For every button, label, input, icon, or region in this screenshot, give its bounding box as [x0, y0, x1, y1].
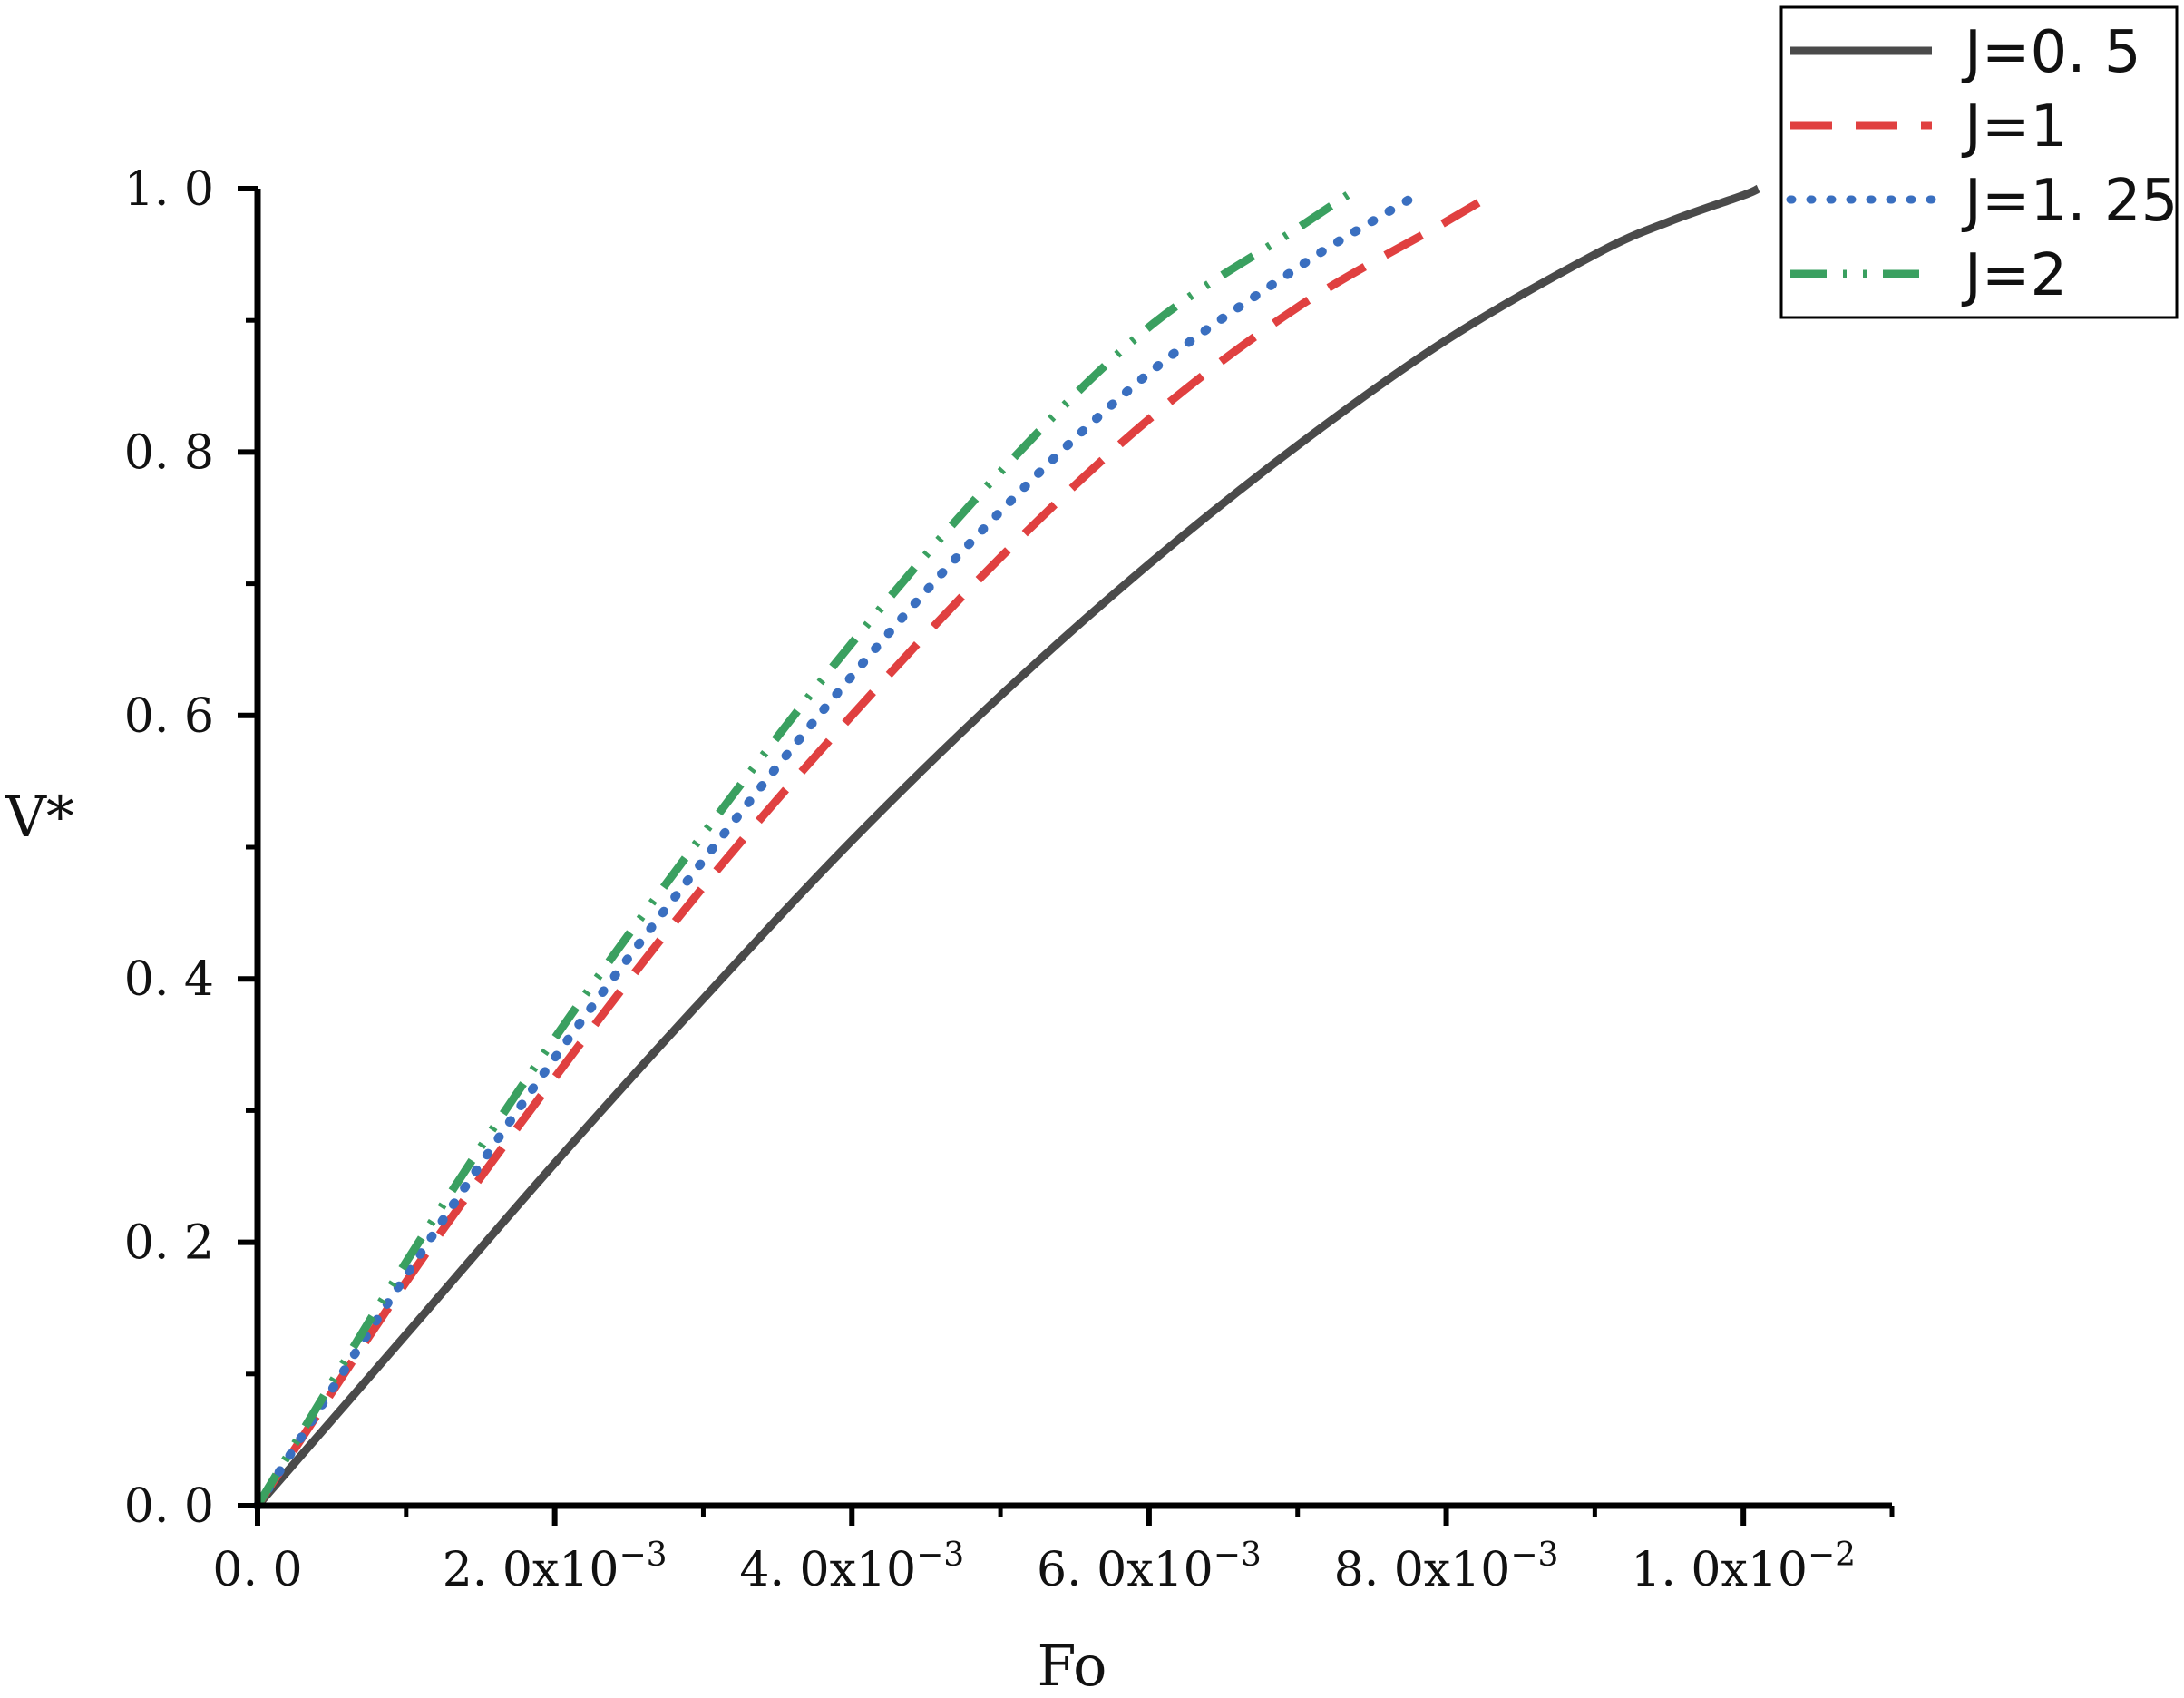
legend-label-1: J=0. 5 — [1961, 19, 2141, 86]
y-tick-label: 0. 8 — [124, 425, 214, 480]
axes: 0. 0 2. 0x10−3 4. 0x10−3 6. 0x10−3 8. 0x10−3… — [124, 162, 1895, 1597]
x-tick-mantissa: 4. 0x10 — [739, 1543, 916, 1597]
legend-frame — [1779, 5, 2179, 319]
y-tick-label: 1. 0 — [124, 162, 214, 217]
x-tick-mantissa: 1. 0x10 — [1631, 1543, 1808, 1597]
x-tick-label: 1. 0x10−2 — [1631, 1537, 1856, 1597]
series-line-2 — [254, 191, 1493, 1508]
series-group — [253, 184, 1760, 1510]
series-line-1 — [254, 184, 1760, 1508]
x-axis-title: Fo — [1038, 1633, 1107, 1698]
x-tick-label: 8. 0x10−3 — [1334, 1537, 1559, 1597]
series-line-3 — [253, 190, 1421, 1510]
x-ticks: 0. 0 2. 0x10−3 4. 0x10−3 6. 0x10−3 8. 0x10−3… — [212, 1506, 1895, 1597]
x-tick-exponent: −3 — [619, 1537, 667, 1574]
legend-items: J=0. 5 J=1 J=1. 25 J=2 — [1786, 19, 2178, 309]
x-tick-label: 2. 0x10−3 — [443, 1537, 668, 1597]
y-tick-label: 0. 0 — [124, 1479, 214, 1534]
x-tick-exponent: −2 — [1808, 1537, 1856, 1574]
x-tick-label: 4. 0x10−3 — [739, 1537, 964, 1597]
legend-label-4: J=2 — [1961, 242, 2067, 309]
x-tick-exponent: −3 — [1214, 1537, 1262, 1574]
x-tick-mantissa: 0. 0 — [212, 1543, 302, 1597]
x-tick-mantissa: 6. 0x10 — [1037, 1543, 1214, 1597]
legend-label-3: J=1. 25 — [1961, 168, 2178, 235]
x-tick-exponent: −3 — [1510, 1537, 1558, 1574]
y-tick-label: 0. 6 — [124, 689, 214, 744]
y-tick-label: 0. 2 — [124, 1216, 214, 1271]
x-tick-label: 6. 0x10−3 — [1037, 1537, 1262, 1597]
x-tick-mantissa: 8. 0x10 — [1334, 1543, 1511, 1597]
x-tick-label: 0. 0 — [212, 1543, 302, 1597]
y-axis-title: V* — [5, 784, 74, 850]
y-ticks: 0. 0 0. 2 0. 4 0. 6 0. 8 1. 0 — [124, 162, 258, 1534]
y-tick-label: 0. 4 — [124, 952, 214, 1007]
x-tick-exponent: −3 — [916, 1537, 964, 1574]
legend-label-2: J=1 — [1961, 93, 2067, 161]
legend: J=0. 5 J=1 J=1. 25 J=2 — [1779, 5, 2179, 319]
x-tick-mantissa: 2. 0x10 — [443, 1543, 619, 1597]
